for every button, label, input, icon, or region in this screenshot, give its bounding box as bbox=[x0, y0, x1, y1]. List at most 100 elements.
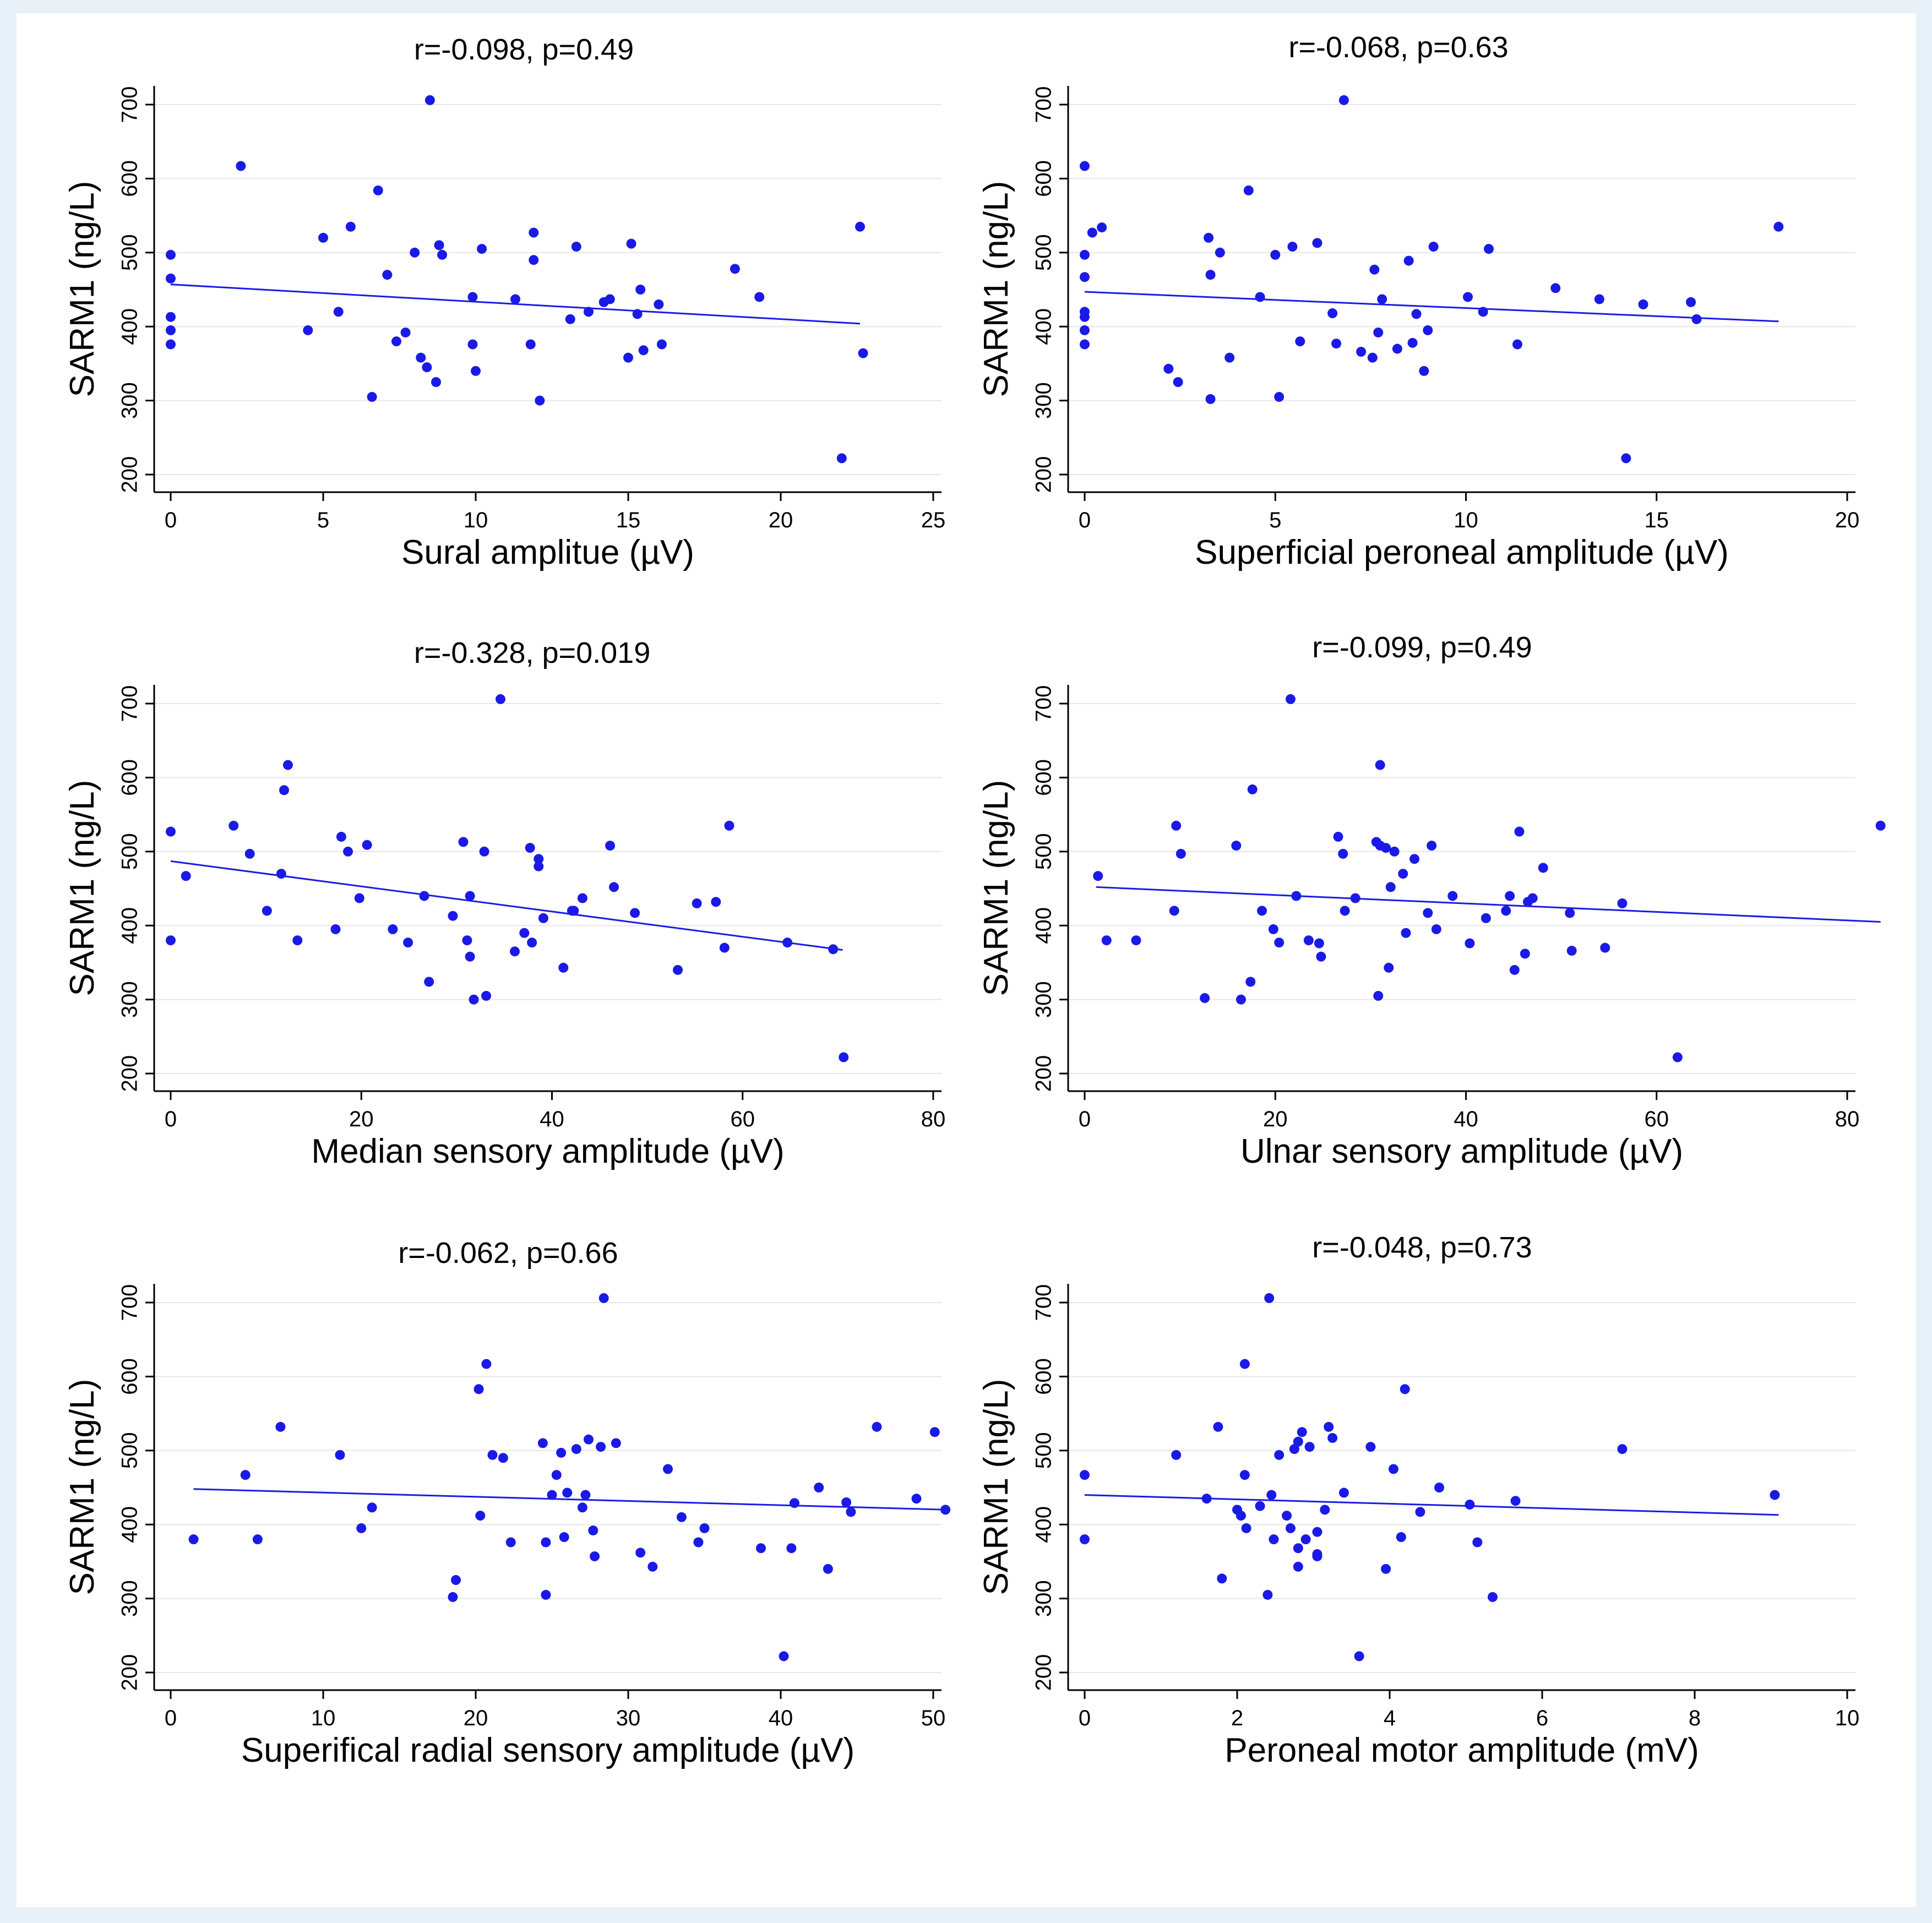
data-point bbox=[828, 944, 839, 955]
data-point bbox=[1171, 1450, 1182, 1460]
y-tick-label: 400 bbox=[1032, 1506, 1056, 1543]
y-tick-label: 400 bbox=[118, 1506, 142, 1543]
chart-panel-3: 200 300 400 500 600 700 0 20 40 60 80 Median sensor… bbox=[63, 636, 945, 1170]
data-point bbox=[1381, 843, 1391, 853]
data-point bbox=[858, 348, 868, 358]
data-point bbox=[422, 362, 432, 373]
data-point bbox=[596, 1442, 606, 1452]
data-point bbox=[1239, 1470, 1250, 1480]
data-point bbox=[252, 1534, 263, 1545]
x-tick-label: 80 bbox=[1835, 1107, 1860, 1131]
correlation-annotation: r=-0.328, p=0.019 bbox=[414, 636, 650, 669]
data-point bbox=[711, 897, 721, 907]
data-point bbox=[276, 869, 286, 879]
data-point bbox=[487, 1450, 498, 1460]
x-tick-label: 40 bbox=[1454, 1107, 1478, 1131]
data-point bbox=[1285, 1523, 1296, 1533]
chart-panel-2: 200 300 400 500 600 700 0 5 10 15 20 Superficial pe… bbox=[977, 31, 1859, 571]
y-axis-title: SARM1 (ng/L) bbox=[63, 181, 101, 397]
data-point bbox=[1686, 297, 1696, 307]
data-point bbox=[1236, 1511, 1246, 1521]
data-point bbox=[1268, 924, 1278, 934]
y-tick-label: 500 bbox=[1032, 1432, 1056, 1469]
data-point bbox=[1369, 264, 1380, 275]
data-point bbox=[1239, 1359, 1250, 1369]
y-axis-title: SARM1 (ng/L) bbox=[63, 1379, 101, 1595]
data-point bbox=[403, 938, 413, 948]
data-point bbox=[626, 238, 636, 249]
data-point bbox=[1331, 339, 1342, 349]
data-point bbox=[1080, 325, 1090, 335]
data-point bbox=[663, 1464, 673, 1474]
data-point bbox=[362, 840, 372, 850]
y-tick-label: 600 bbox=[1032, 759, 1056, 796]
data-point bbox=[474, 1384, 484, 1394]
data-point bbox=[623, 352, 633, 363]
y-tick-label: 200 bbox=[118, 1654, 142, 1691]
data-point bbox=[1291, 891, 1302, 901]
data-point bbox=[282, 760, 293, 770]
data-point bbox=[1289, 1444, 1299, 1454]
x-axis-title: Ulnar sensory amplitude (µV) bbox=[1240, 1132, 1683, 1170]
data-point bbox=[1327, 1432, 1338, 1443]
data-point bbox=[1691, 314, 1702, 324]
data-point bbox=[471, 366, 481, 376]
x-tick-label: 40 bbox=[769, 1706, 793, 1730]
data-point bbox=[1423, 325, 1433, 335]
data-point bbox=[719, 943, 730, 953]
data-point bbox=[541, 1537, 551, 1548]
data-point bbox=[1274, 391, 1285, 402]
data-point bbox=[1304, 1442, 1315, 1452]
data-point bbox=[424, 977, 434, 987]
data-point bbox=[580, 1490, 591, 1500]
data-point bbox=[556, 1447, 567, 1458]
data-point bbox=[477, 244, 487, 254]
y-axis-title: SARM1 (ng/L) bbox=[977, 780, 1015, 996]
data-point bbox=[1510, 1496, 1521, 1506]
data-point bbox=[547, 1490, 557, 1500]
data-point bbox=[535, 395, 545, 406]
data-point bbox=[510, 294, 521, 304]
data-point bbox=[836, 453, 847, 464]
y-tick-label: 500 bbox=[118, 833, 142, 870]
data-point bbox=[1169, 906, 1179, 916]
data-point bbox=[166, 325, 176, 335]
data-point bbox=[839, 1052, 849, 1063]
data-point bbox=[1171, 820, 1182, 831]
data-point bbox=[505, 1537, 516, 1548]
data-point bbox=[1080, 161, 1090, 171]
data-point bbox=[786, 1543, 797, 1554]
y-tick-label: 200 bbox=[1032, 456, 1056, 493]
data-point bbox=[1373, 990, 1384, 1001]
data-point bbox=[1163, 363, 1174, 374]
data-point bbox=[1300, 1534, 1311, 1545]
data-point bbox=[1431, 924, 1441, 934]
y-tick-label: 500 bbox=[1032, 234, 1056, 271]
data-point bbox=[465, 951, 475, 962]
data-point bbox=[279, 785, 290, 796]
data-point bbox=[929, 1427, 940, 1437]
data-point bbox=[846, 1507, 856, 1517]
fit-line bbox=[1084, 291, 1779, 323]
y-tick-label: 300 bbox=[118, 981, 142, 1018]
data-point bbox=[1293, 1436, 1303, 1447]
chart-panel-1: 200 300 400 500 600 700 0 5 10 15 20 25 Sural amplit… bbox=[63, 33, 945, 571]
y-tick-label: 400 bbox=[118, 907, 142, 944]
data-point bbox=[1340, 906, 1350, 916]
data-point bbox=[1204, 232, 1214, 243]
chart-panel-4: 200 300 400 500 600 700 0 20 40 60 80 Ulnar sensory… bbox=[977, 631, 1886, 1170]
data-point bbox=[1231, 841, 1242, 851]
data-point bbox=[551, 1470, 562, 1480]
data-point bbox=[1484, 244, 1494, 254]
x-tick-label: 20 bbox=[464, 1706, 488, 1730]
data-point bbox=[1638, 299, 1648, 309]
data-point bbox=[1274, 938, 1285, 948]
x-tick-label: 0 bbox=[1079, 1706, 1091, 1730]
data-point bbox=[479, 846, 489, 857]
y-tick-label: 400 bbox=[118, 308, 142, 345]
data-point bbox=[188, 1534, 199, 1545]
x-tick-label: 80 bbox=[921, 1107, 946, 1131]
data-point bbox=[598, 1293, 609, 1303]
data-point bbox=[1213, 1421, 1223, 1432]
